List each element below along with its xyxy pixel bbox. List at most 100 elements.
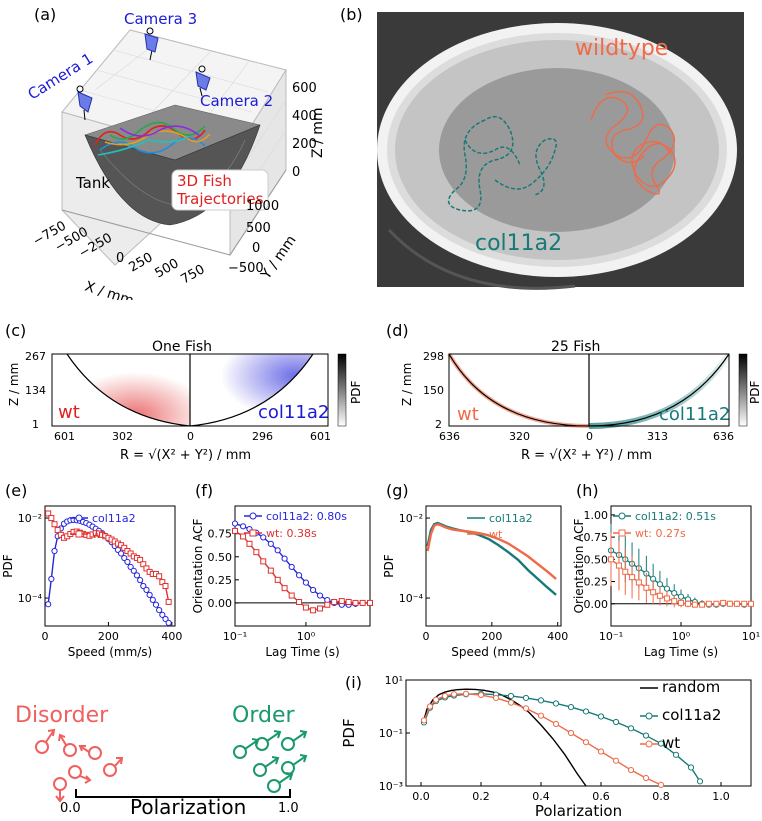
point-i-1-15 bbox=[612, 718, 620, 726]
legend-label-i-0: random bbox=[662, 678, 720, 696]
panel-polarization-schematic: Disorder Order 0.0 1.0 bbox=[0, 680, 330, 821]
point-h-1-15 bbox=[713, 600, 720, 607]
xtick-label-g-0: 0 bbox=[423, 630, 430, 643]
order-label: Order bbox=[232, 703, 295, 728]
ytick-label-h-3: 0.75 bbox=[584, 531, 609, 544]
svg-text:0: 0 bbox=[252, 241, 260, 256]
ytick-label-h-2: 0.50 bbox=[584, 553, 609, 566]
point-f-0-0 bbox=[231, 520, 239, 527]
svg-text:400: 400 bbox=[292, 109, 317, 124]
legend-label-f-1: wt: 0.38s bbox=[266, 527, 317, 540]
point-e-0-0 bbox=[45, 601, 52, 608]
camera-2-icon bbox=[195, 65, 211, 97]
point-i-1-16 bbox=[627, 725, 635, 732]
col11a2-density bbox=[190, 354, 313, 426]
col11a2-label: col11a2 bbox=[475, 231, 562, 256]
xlabel-f: Lag Time (s) bbox=[265, 645, 339, 659]
panel-label-a: (a) bbox=[34, 5, 56, 24]
point-e-1-30 bbox=[140, 561, 147, 568]
xtick-label-h-0: 10⁻¹ bbox=[599, 630, 623, 643]
point-f-0-6 bbox=[274, 547, 281, 554]
svg-text:0: 0 bbox=[116, 251, 124, 266]
point-h-1-19 bbox=[741, 600, 748, 607]
polarization-tick-0: 0.0 bbox=[60, 801, 81, 816]
panel-d-yticks: 298 150 2 bbox=[423, 350, 444, 431]
series-line-f-1 bbox=[234, 530, 370, 612]
point-i-1-18 bbox=[657, 740, 665, 747]
point-i-2-4 bbox=[450, 691, 458, 698]
point-f-0-5 bbox=[267, 540, 274, 547]
panel-c-svg: (c) One Fish 267 134 1 Z / mm 601 bbox=[5, 321, 363, 463]
svg-text:296: 296 bbox=[252, 430, 273, 443]
point-e-0-29 bbox=[137, 577, 144, 584]
point-f-1-2 bbox=[246, 540, 253, 547]
point-e-0-28 bbox=[133, 572, 141, 579]
xtick-label-f-1: 10⁰ bbox=[297, 630, 316, 643]
chart-e: (e) 0 200 400 10⁻⁴ 10⁻² Speed (mm/s) PDF col11a… bbox=[1, 481, 182, 659]
ytick-label-f-2: 0.50 bbox=[208, 551, 233, 564]
chart-i: (i) 0.0 0.2 0.4 0.6 0.8 1.0 10⁻³ 10⁻¹ 10¹ Polariz… bbox=[340, 673, 752, 820]
xtick-label-i-4: 0.8 bbox=[652, 790, 670, 803]
ytick-label-i-1: 10⁻¹ bbox=[379, 727, 403, 740]
point-i-1-20 bbox=[687, 764, 695, 771]
point-i-2-1 bbox=[426, 703, 434, 710]
point-h-1-12 bbox=[691, 601, 698, 608]
chart-h: (h) 10⁻¹ 10⁰ 10¹ 0.00 0.25 0.50 0.75 1.00 Lag Ti… bbox=[572, 481, 760, 659]
panel-label-b: (b) bbox=[340, 5, 363, 24]
svg-text:134: 134 bbox=[25, 384, 46, 397]
svg-text:0: 0 bbox=[292, 165, 300, 180]
camera-3-icon bbox=[144, 27, 159, 61]
ylabel-e: PDF bbox=[1, 554, 15, 577]
point-e-0-37 bbox=[162, 615, 169, 623]
point-f-1-11 bbox=[310, 607, 317, 614]
series-line-e-1 bbox=[47, 513, 170, 603]
xlabel-g: Speed (mm/s) bbox=[451, 645, 535, 659]
point-i-1-17 bbox=[642, 732, 650, 739]
panel-c-title: One Fish bbox=[152, 339, 212, 355]
point-h-1-5 bbox=[643, 584, 650, 591]
chart-g: (g) 0 200 400 10⁻⁴ 10⁻² Speed (mm/s) PDF col11a… bbox=[382, 481, 568, 659]
svg-text:636: 636 bbox=[439, 430, 460, 443]
ytick-label-i-0: 10⁻³ bbox=[379, 780, 403, 793]
colorbar-c bbox=[337, 353, 347, 427]
legend-label-h-0: col11a2: 0.51s bbox=[635, 510, 716, 523]
point-f-0-9 bbox=[295, 572, 303, 579]
camera-3-label: Camera 3 bbox=[124, 10, 197, 28]
point-i-1-13 bbox=[582, 708, 590, 715]
point-i-2-15 bbox=[612, 757, 620, 764]
ytick-label-h-1: 0.25 bbox=[584, 576, 609, 589]
polarization-axis bbox=[75, 789, 291, 798]
point-h-1-3 bbox=[629, 574, 636, 581]
svg-text:0: 0 bbox=[187, 430, 194, 443]
point-i-1-19 bbox=[672, 751, 680, 758]
panel-i: (i) 0.0 0.2 0.4 0.6 0.8 1.0 10⁻³ 10⁻¹ 10¹ Polariz… bbox=[340, 668, 762, 821]
svg-text:601: 601 bbox=[54, 430, 75, 443]
svg-text:636: 636 bbox=[713, 430, 734, 443]
series-line-i-2 bbox=[423, 693, 662, 786]
point-h-1-18 bbox=[733, 600, 740, 607]
point-f-1-4 bbox=[260, 558, 267, 565]
ytick-label-e-1: 10⁻² bbox=[18, 512, 42, 525]
point-h-1-10 bbox=[678, 599, 684, 606]
point-e-0-34 bbox=[152, 601, 160, 608]
x-ticks: −750 −500 −250 0 250 500 750 bbox=[31, 219, 208, 288]
point-e-0-23 bbox=[117, 550, 125, 557]
point-f-1-16 bbox=[345, 599, 352, 605]
legend-marker-i-2 bbox=[645, 740, 653, 748]
point-e-0-2 bbox=[51, 547, 58, 555]
point-i-1-14 bbox=[597, 713, 605, 720]
point-e-1-1 bbox=[48, 515, 55, 522]
panel-b-svg: (b) wildtype col11a2 bbox=[340, 5, 744, 290]
panel-e: (e) 0 200 400 10⁻⁴ 10⁻² Speed (mm/s) PDF col11a… bbox=[0, 478, 190, 668]
y-axis-label: Y / mm bbox=[258, 233, 300, 284]
svg-text:200: 200 bbox=[292, 137, 317, 152]
plot-frame-e bbox=[44, 505, 176, 627]
point-i-2-5 bbox=[462, 690, 470, 697]
point-i-2-11 bbox=[552, 720, 560, 728]
series-line-g-1 bbox=[426, 522, 557, 580]
point-i-2-3 bbox=[441, 692, 449, 700]
point-f-0-8 bbox=[288, 563, 295, 571]
xtick-label-e-1: 200 bbox=[98, 630, 119, 643]
point-f-1-9 bbox=[296, 599, 303, 605]
point-i-2-0 bbox=[420, 717, 428, 724]
